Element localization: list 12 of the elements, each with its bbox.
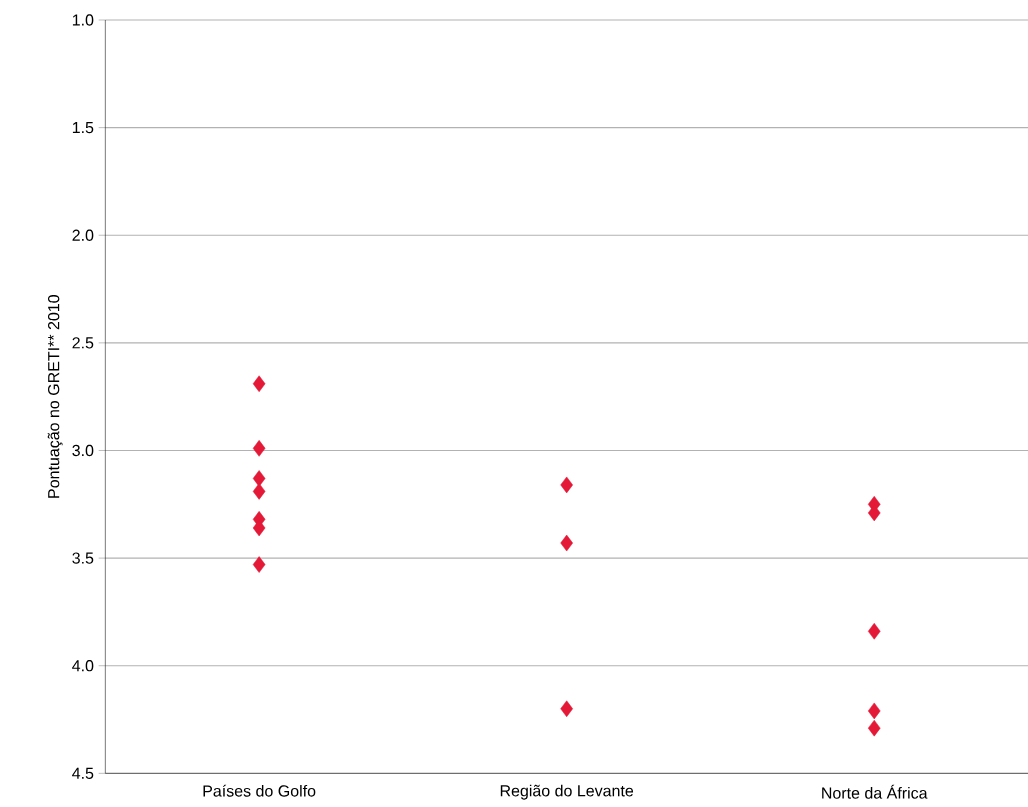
y-tick-label: 4.5 xyxy=(72,767,94,779)
y-tick-label: 3.0 xyxy=(72,444,94,456)
y-tick-label: 3.5 xyxy=(72,552,94,564)
x-tick-label: Países do Golfo xyxy=(203,784,316,797)
y-axis-title: Pontuação no GRETI** 2010 xyxy=(47,294,63,498)
y-tick-label: 1.5 xyxy=(72,121,94,134)
y-tick-label: 2.0 xyxy=(72,229,94,241)
y-tick-label: 2.5 xyxy=(72,337,94,349)
y-tick-label: 1.0 xyxy=(72,14,94,26)
x-tick-label: Norte da África xyxy=(822,784,928,799)
x-tick-label: Região do Levante xyxy=(500,784,634,800)
y-tick-label: 4.0 xyxy=(72,659,94,672)
